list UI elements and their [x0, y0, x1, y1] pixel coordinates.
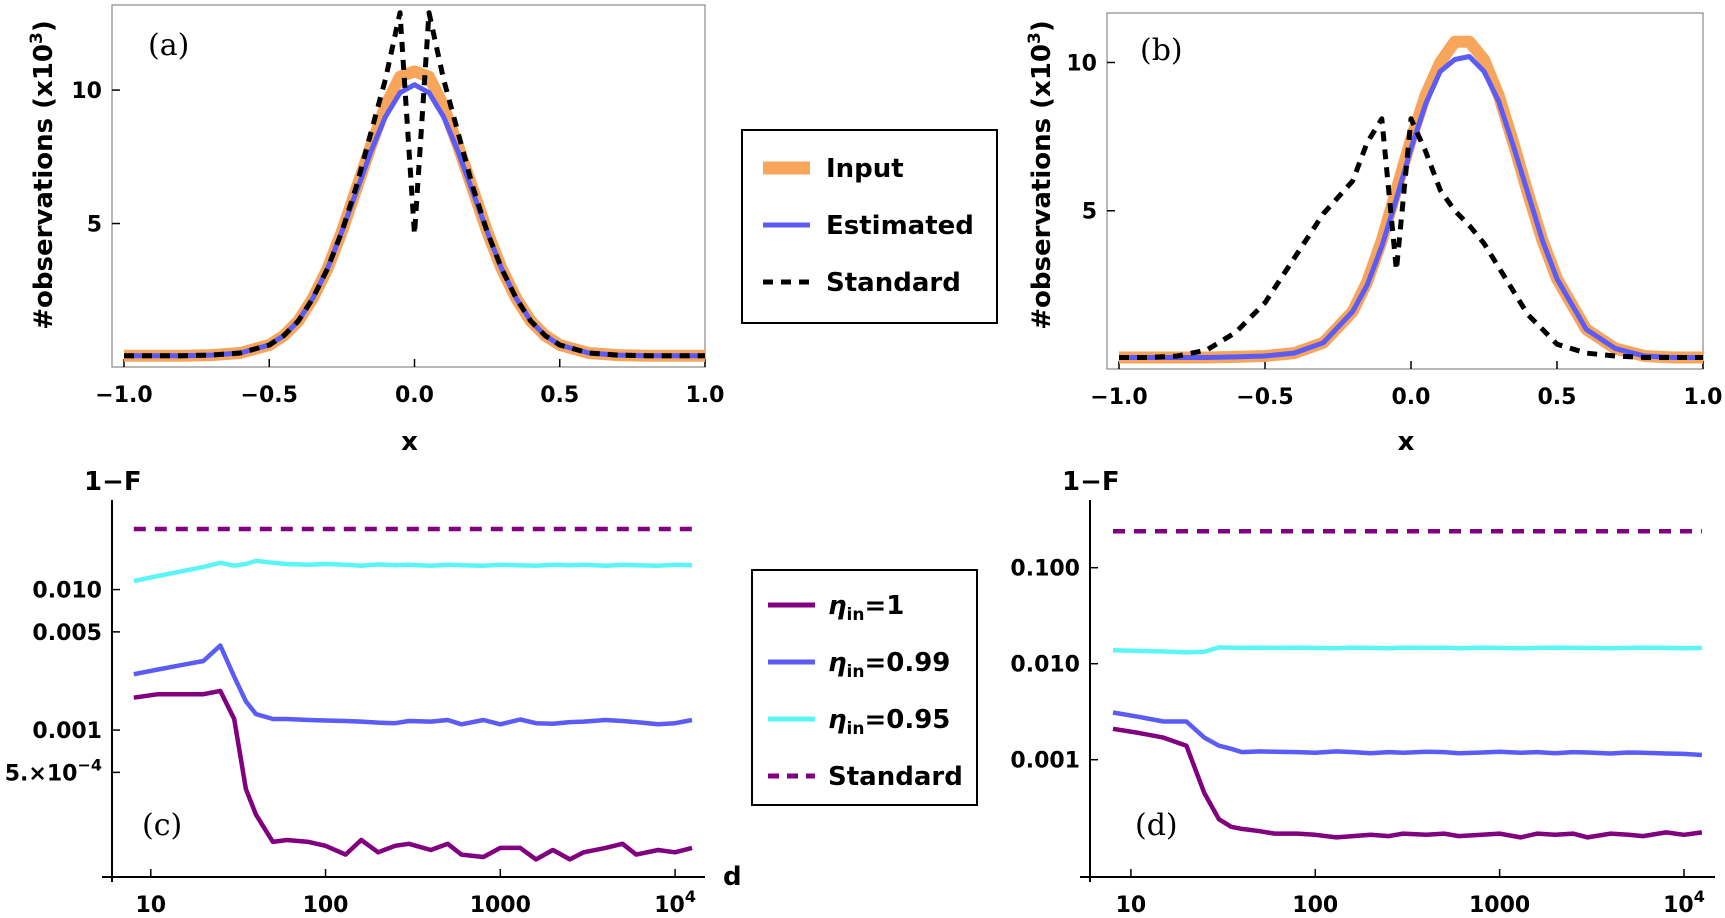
x-axis-label: d	[723, 862, 742, 892]
y-tick-label: 5.×10−4	[5, 755, 102, 786]
x-tick-label: 0.0	[395, 383, 434, 408]
x-tick-label: 104	[654, 887, 696, 918]
panel-label: (b)	[1140, 33, 1183, 68]
x-tick-label: 100	[1292, 893, 1338, 918]
series-line-input	[124, 65, 705, 362]
x-tick-label: 104	[1663, 887, 1705, 918]
x-axis-label: x	[401, 427, 418, 457]
x-tick-label: −0.5	[241, 383, 298, 408]
x-tick-label: 0.5	[1538, 385, 1577, 410]
series-line--in-0-99	[133, 643, 693, 727]
legend-label: Estimated	[826, 211, 974, 241]
series-line--in-1	[1112, 726, 1703, 840]
x-tick-label: −1.0	[1090, 385, 1147, 410]
x-tick-label: 1000	[470, 893, 531, 918]
chart-panel-a: −1.0 −0.5 0.0 0.5 1.0 5 10 (a) x #observations (x…	[27, 4, 725, 457]
y-tick-label: 0.005	[32, 621, 102, 646]
chart-panel-c: 10 100 1000 104 0.010 0.005 0.001 5.×10−4 (c) 1−F…	[5, 467, 742, 918]
x-axis-label: x	[1398, 427, 1415, 457]
x-tick-label: 10	[135, 893, 166, 918]
legend-label: ηin=1	[828, 591, 904, 625]
x-tick-label: 0.5	[540, 383, 579, 408]
series-line--in-1	[133, 688, 693, 862]
panel-label: (c)	[142, 808, 182, 843]
y-tick-label: 0.001	[32, 719, 102, 744]
x-tick-label: −1.0	[95, 383, 152, 408]
y-tick-label: 5	[1082, 200, 1097, 225]
series-line-standard	[1119, 116, 1703, 360]
y-tick-label: 0.010	[32, 579, 102, 604]
x-tick-label: 100	[303, 893, 349, 918]
series-line--in-0-95	[1112, 645, 1702, 655]
legend-box	[751, 569, 978, 806]
series-line--in-0-99	[1112, 710, 1703, 758]
panel-label: (d)	[1135, 808, 1178, 843]
legend-top: Input Estimated Standard	[741, 129, 998, 324]
x-tick-label: 1000	[1469, 893, 1530, 918]
y-axis-label: #observations (x103)	[27, 20, 59, 330]
chart-panel-b: −1.0 −0.5 0.0 0.5 1.0 5 10 (b) x #observations (x…	[1025, 12, 1723, 457]
series-line--in-0-95	[133, 558, 693, 584]
series-line-standard	[124, 10, 705, 359]
x-tick-label: 1.0	[1684, 385, 1723, 410]
y-axis-label: 1−F	[1062, 467, 1120, 497]
plot-frame	[111, 4, 706, 368]
legend-label: Standard	[828, 762, 963, 792]
y-tick-label: 10	[1066, 51, 1097, 76]
legend-label: ηin=0.95	[828, 705, 950, 739]
legend-label: ηin=0.99	[828, 648, 950, 682]
x-tick-label: 1.0	[686, 383, 725, 408]
y-tick-label: 0.010	[1010, 653, 1080, 678]
y-tick-label: 5	[87, 213, 102, 238]
x-tick-label: 0.0	[1392, 385, 1431, 410]
x-tick-label: −0.5	[1236, 385, 1293, 410]
y-tick-label: 0.001	[1010, 749, 1080, 774]
plot-frame	[1106, 12, 1704, 370]
y-axis-label: #observations (x103)	[1025, 20, 1057, 330]
legend-label: Standard	[826, 268, 961, 298]
panel-label: (a)	[148, 28, 189, 63]
legend-bottom: ηin=1 ηin=0.99 ηin=0.95 Standard	[751, 569, 978, 806]
y-axis-label: 1−F	[84, 467, 142, 497]
x-tick-label: 10	[1116, 893, 1147, 918]
y-tick-label: 10	[71, 79, 102, 104]
legend-label: Input	[826, 154, 904, 184]
series-line-estimated	[1119, 54, 1703, 360]
y-tick-label: 0.100	[1010, 557, 1080, 582]
series-line-input	[1119, 35, 1703, 364]
